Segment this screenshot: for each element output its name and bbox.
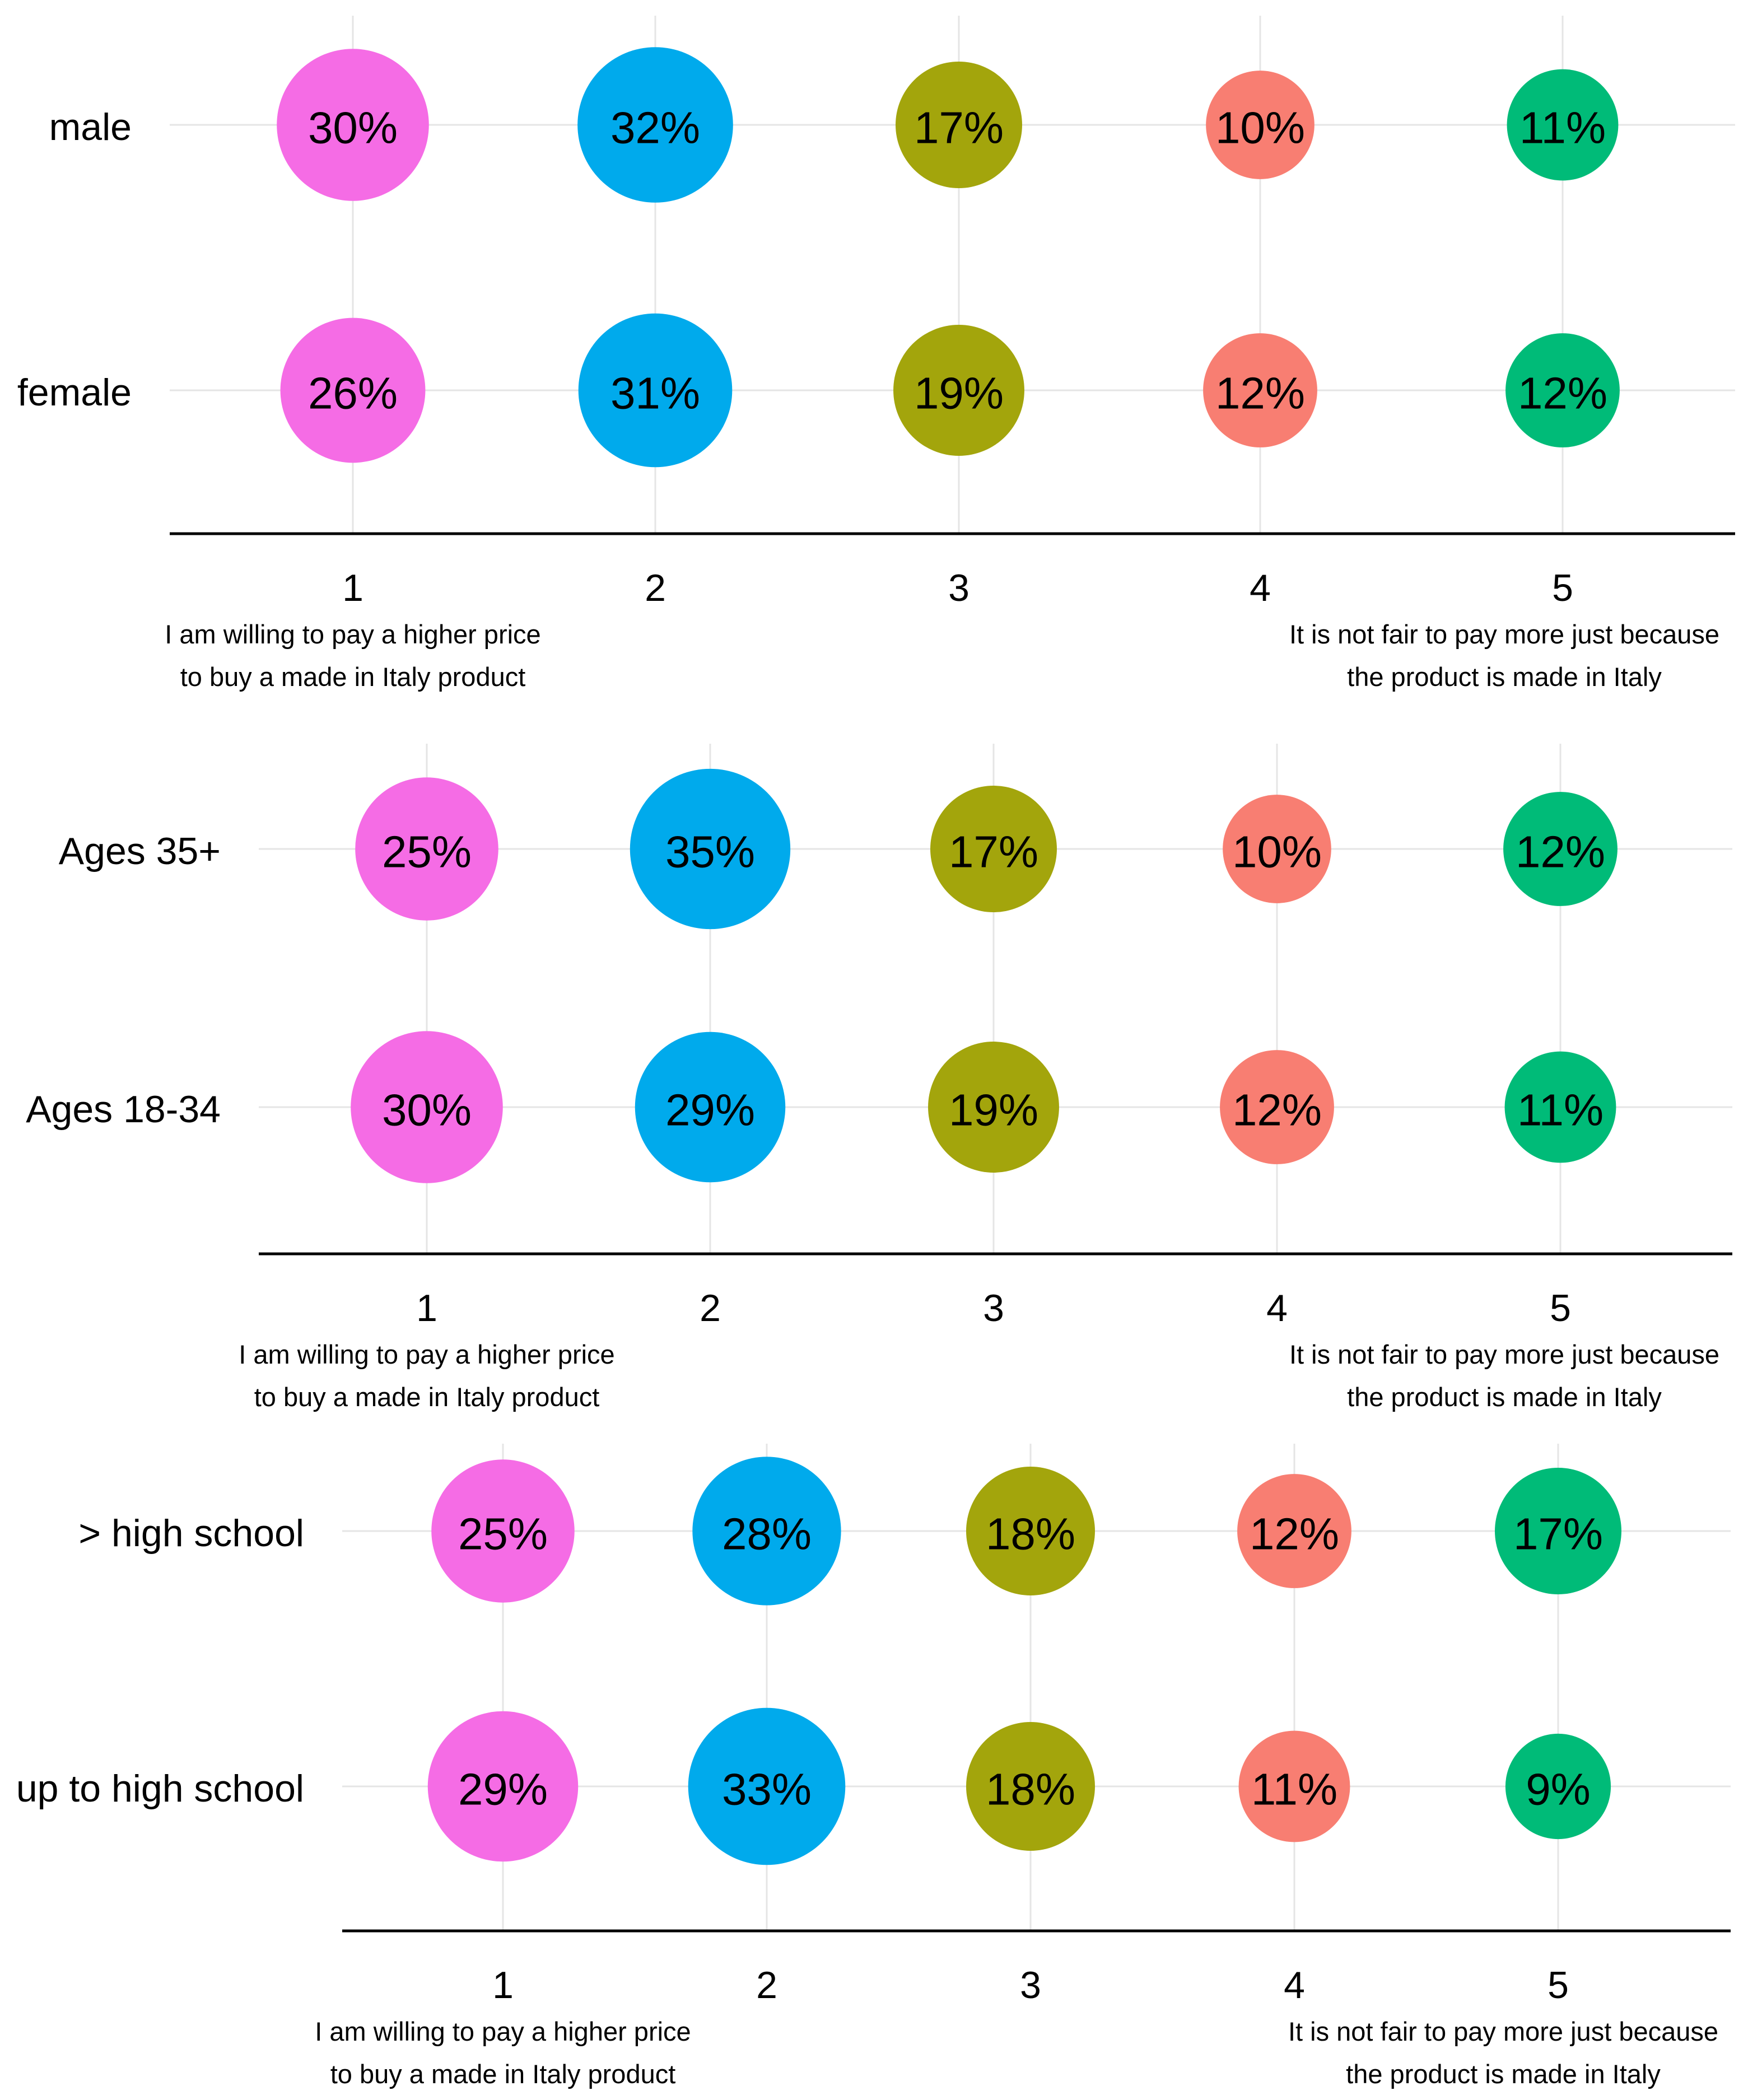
blue-bubble [577,47,733,203]
bubble-value-label: 18% [986,1765,1075,1814]
axis-caption-left-line2: to buy a made in Italy product [330,2059,676,2089]
axis-caption-left-line1: I am willing to pay a higher price [315,2017,691,2046]
bubble-value-label: 12% [1215,368,1305,418]
bubble-value-label: 12% [1518,368,1607,418]
magenta-bubble [431,1459,575,1603]
axis-caption-left-line1: I am willing to pay a higher price [239,1340,614,1369]
salmon-bubble [1237,1474,1351,1588]
x-tick-label: 4 [1266,1287,1288,1329]
bubble-value-label: 17% [914,103,1004,153]
x-tick-label: 2 [645,567,666,609]
x-tick-label: 2 [700,1287,721,1329]
axis-caption-right-line1: It is not fair to pay more just because [1288,2017,1718,2046]
bubble-value-label: 32% [610,103,700,153]
x-tick-label: 3 [1020,1964,1041,2006]
bubble-value-label: 30% [308,103,398,153]
blue-bubble [630,768,791,930]
bubble-value-label: 19% [914,368,1004,418]
magenta-bubble [427,1711,579,1862]
x-tick-label: 5 [1552,567,1573,609]
olive-bubble [966,1721,1096,1851]
olive-bubble [896,62,1022,188]
bubble-value-label: 12% [1232,1085,1322,1135]
magenta-bubble [277,49,429,201]
bubble-value-label: 30% [382,1085,472,1135]
axis-caption-left-line2: to buy a made in Italy product [180,662,526,692]
bubble-value-label: 11% [1519,103,1606,153]
x-tick-label: 1 [342,567,363,609]
x-tick-label: 4 [1284,1964,1305,2006]
x-tick-label: 2 [756,1964,777,2006]
blue-bubble [635,1032,786,1183]
salmon-bubble [1220,1050,1334,1164]
bubble-value-label: 10% [1232,827,1322,877]
bubble-value-label: 11% [1517,1085,1604,1135]
x-tick-label: 1 [492,1964,514,2006]
green-bubble [1495,1468,1621,1594]
x-tick-label: 1 [416,1287,437,1329]
olive-bubble [928,1042,1059,1173]
bubble-value-label: 12% [1516,827,1605,877]
olive-bubble [966,1466,1096,1596]
bubble-value-label: 9% [1526,1765,1591,1814]
magenta-bubble [280,318,426,463]
row-label-female: female [17,371,132,414]
bubble-value-label: 35% [665,827,755,877]
bubble-value-label: 17% [949,827,1038,877]
row-label-ages-18-34: Ages 18-34 [26,1088,221,1131]
olive-bubble [893,325,1024,456]
x-tick-label: 5 [1550,1287,1571,1329]
axis-caption-right-line2: the product is made in Italy [1347,662,1662,692]
row-label--high-school: > high school [78,1512,304,1555]
bubble-value-label: 12% [1250,1509,1339,1559]
green-bubble [1505,1733,1611,1840]
axis-caption-left-line2: to buy a made in Italy product [254,1382,600,1412]
bubble-value-label: 28% [722,1509,812,1559]
x-tick-label: 5 [1547,1964,1569,2006]
green-bubble [1503,792,1618,906]
axis-caption-right-line2: the product is made in Italy [1347,1382,1662,1412]
magenta-bubble [355,777,498,921]
magenta-bubble [351,1031,503,1183]
salmon-bubble [1223,795,1331,903]
axis-caption-right-line2: the product is made in Italy [1346,2059,1661,2089]
axis-caption-left-line1: I am willing to pay a higher price [165,619,540,649]
row-label-ages-35-: Ages 35+ [59,830,221,872]
olive-bubble [930,786,1057,912]
salmon-bubble [1203,333,1317,447]
bubble-value-label: 31% [610,368,700,418]
x-tick-label: 4 [1250,567,1271,609]
green-bubble [1505,333,1620,447]
bubble-value-label: 17% [1513,1509,1603,1559]
blue-bubble [578,313,733,468]
bubble-value-label: 25% [382,827,472,877]
blue-bubble [688,1707,846,1865]
bubble-value-label: 33% [722,1765,812,1814]
bubble-value-label: 26% [308,368,398,418]
salmon-bubble [1206,71,1315,179]
green-bubble [1507,69,1619,181]
green-bubble [1504,1051,1616,1163]
blue-bubble [692,1457,841,1606]
bubble-value-label: 25% [458,1509,548,1559]
axis-caption-right-line1: It is not fair to pay more just because [1289,1340,1719,1369]
bubble-value-label: 10% [1215,103,1305,153]
axis-caption-right-line1: It is not fair to pay more just because [1289,619,1719,649]
row-label-up-to-high-school: up to high school [16,1767,304,1810]
bubble-value-label: 19% [949,1085,1038,1135]
bubble-value-label: 11% [1251,1765,1337,1814]
row-label-male: male [49,106,132,148]
x-tick-label: 3 [948,567,969,609]
bubble-value-label: 29% [458,1765,548,1814]
salmon-bubble [1238,1730,1350,1842]
bubble-value-label: 18% [986,1509,1075,1559]
bubble-value-label: 29% [665,1085,755,1135]
x-tick-label: 3 [983,1287,1004,1329]
